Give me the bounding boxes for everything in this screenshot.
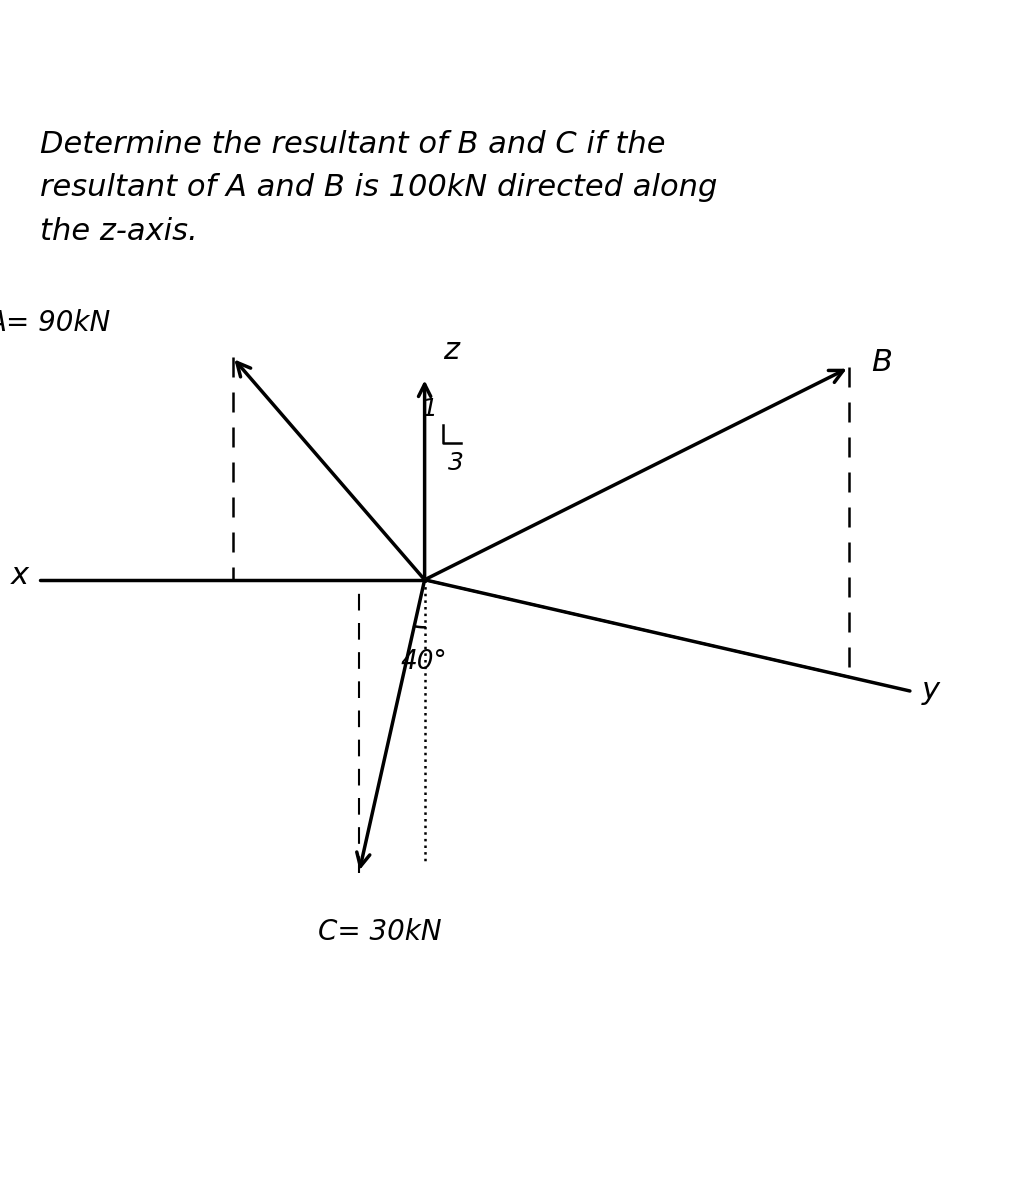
Text: A= 90kN: A= 90kN <box>0 310 111 337</box>
Text: x: x <box>10 562 28 590</box>
Text: C= 30kN: C= 30kN <box>318 918 442 947</box>
Text: the z-axis.: the z-axis. <box>40 217 198 246</box>
Text: resultant of A and B is 100kN directed along: resultant of A and B is 100kN directed a… <box>40 173 718 203</box>
Text: y: y <box>922 677 940 706</box>
Text: B: B <box>871 348 893 377</box>
Text: 1: 1 <box>422 397 438 421</box>
Text: Determine the resultant of B and C if the: Determine the resultant of B and C if th… <box>40 130 666 158</box>
Text: 3: 3 <box>448 451 464 475</box>
Text: 40°: 40° <box>400 649 447 676</box>
Text: z: z <box>443 336 459 366</box>
